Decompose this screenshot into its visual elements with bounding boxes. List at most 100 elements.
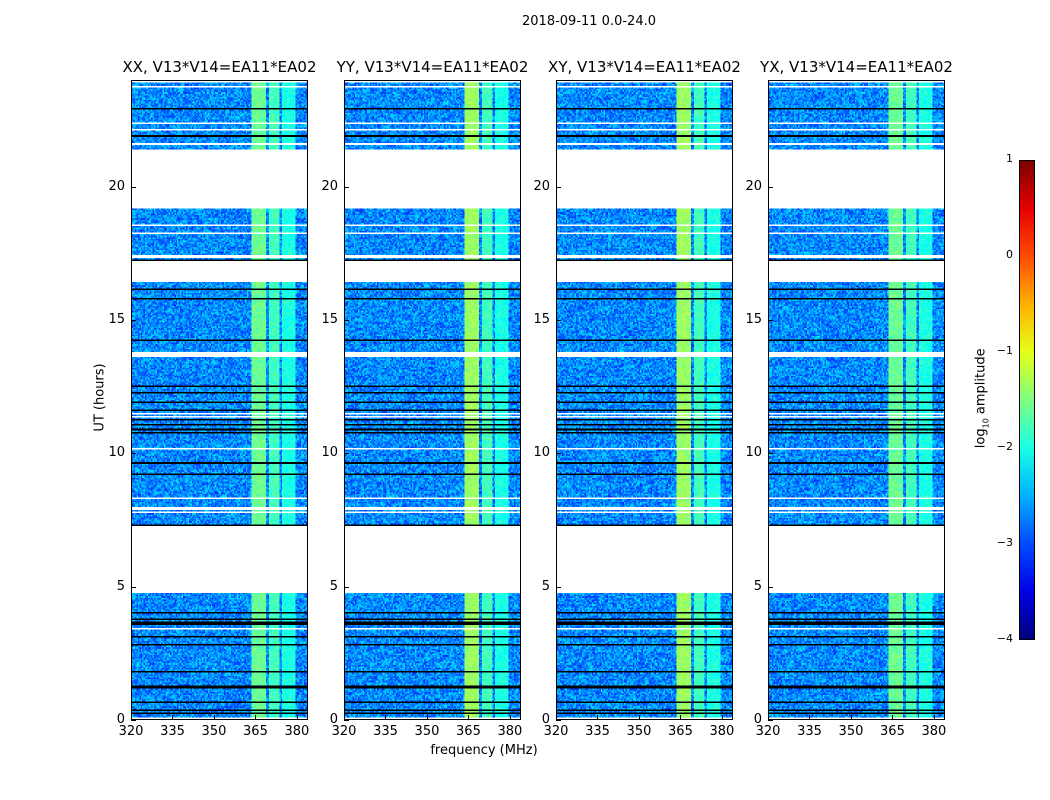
y-tick-label: 5 <box>116 578 125 594</box>
x-tick-mark <box>850 715 852 720</box>
x-tick-label: 320 <box>118 724 144 739</box>
x-tick-label: 350 <box>414 724 440 739</box>
x-tick-mark <box>131 715 132 720</box>
x-tick-mark <box>809 715 811 720</box>
panel-title: XY, V13*V14=EA11*EA02 <box>548 58 741 76</box>
y-tick-mark <box>131 186 136 188</box>
y-tick-mark <box>344 453 349 455</box>
x-tick-label: 320 <box>755 724 781 739</box>
y-tick-label: 20 <box>533 178 550 194</box>
y-tick-label: 5 <box>753 578 762 594</box>
x-tick-label: 335 <box>797 724 822 739</box>
y-tick-mark <box>556 186 561 188</box>
panel-title: YX, V13*V14=EA11*EA02 <box>760 58 953 76</box>
x-tick-mark <box>556 715 557 720</box>
x-tick-label: 350 <box>626 724 652 739</box>
x-tick-mark <box>597 715 599 720</box>
x-tick-mark <box>344 715 345 720</box>
y-tick-label: 0 <box>329 712 338 727</box>
heatmap-image <box>557 81 732 719</box>
x-tick-label: 380 <box>284 724 310 739</box>
colorbar-tick-label: −4 <box>996 632 1013 645</box>
y-tick-label: 10 <box>533 445 550 461</box>
y-tick-mark <box>344 586 349 588</box>
y-tick-label: 15 <box>108 312 125 327</box>
x-tick-label: 335 <box>373 724 398 739</box>
y-tick-mark <box>131 720 136 721</box>
y-tick-mark <box>556 586 561 588</box>
x-tick-label: 335 <box>160 724 185 739</box>
heatmap-image <box>132 81 307 719</box>
y-tick-mark <box>344 720 349 721</box>
x-tick-mark <box>296 715 298 720</box>
colorbar-tick-label: 0 <box>1006 248 1013 261</box>
x-tick-label: 380 <box>921 724 947 739</box>
x-tick-mark <box>638 715 640 720</box>
x-tick-label: 350 <box>201 724 227 739</box>
x-tick-mark <box>933 715 935 720</box>
x-tick-label: 365 <box>243 724 268 739</box>
colorbar <box>1019 160 1035 640</box>
x-tick-mark <box>426 715 428 720</box>
y-tick-mark <box>131 586 136 588</box>
x-tick-mark <box>385 715 387 720</box>
y-tick-mark <box>556 720 561 721</box>
x-tick-mark <box>255 715 257 720</box>
y-tick-label: 20 <box>108 178 125 194</box>
x-tick-label: 335 <box>585 724 610 739</box>
y-tick-mark <box>768 186 773 188</box>
x-tick-mark <box>892 715 894 720</box>
y-tick-mark <box>556 320 561 321</box>
y-tick-label: 15 <box>321 312 338 327</box>
heatmap-image <box>769 81 944 719</box>
x-tick-label: 320 <box>543 724 569 739</box>
colorbar-tick-label: 1 <box>1006 152 1013 165</box>
x-tick-label: 365 <box>880 724 905 739</box>
y-tick-mark <box>556 453 561 455</box>
x-tick-label: 365 <box>456 724 481 739</box>
figure-title: 2018-09-11 0.0-24.0 <box>522 14 656 29</box>
y-tick-mark <box>344 186 349 188</box>
y-tick-mark <box>768 453 773 455</box>
y-tick-label: 0 <box>116 712 125 727</box>
panel-title: XX, V13*V14=EA11*EA02 <box>122 58 317 76</box>
y-tick-label: 0 <box>753 712 762 727</box>
y-tick-label: 10 <box>745 445 762 461</box>
x-tick-mark <box>721 715 723 720</box>
y-axis-label: UT (hours) <box>92 363 108 432</box>
y-tick-label: 10 <box>108 445 125 461</box>
x-tick-mark <box>213 715 215 720</box>
x-tick-mark <box>680 715 682 720</box>
x-tick-label: 380 <box>497 724 523 739</box>
y-tick-label: 15 <box>533 312 550 327</box>
y-tick-mark <box>768 586 773 588</box>
y-tick-mark <box>131 320 136 321</box>
y-tick-label: 20 <box>745 178 762 194</box>
heatmap-panel <box>131 80 308 720</box>
x-axis-label: frequency (MHz) <box>430 743 538 758</box>
colorbar-tick-label: −1 <box>996 344 1013 357</box>
heatmap-panel <box>556 80 733 720</box>
y-tick-mark <box>344 320 349 321</box>
y-tick-label: 5 <box>541 578 550 594</box>
x-tick-mark <box>509 715 511 720</box>
y-tick-mark <box>768 320 773 321</box>
panel-title: YY, V13*V14=EA11*EA02 <box>336 58 529 76</box>
x-tick-mark <box>468 715 470 720</box>
y-tick-label: 20 <box>321 178 338 194</box>
colorbar-tick-label: −2 <box>996 440 1013 453</box>
y-tick-mark <box>768 720 773 721</box>
x-tick-label: 380 <box>709 724 735 739</box>
y-tick-mark <box>131 453 136 455</box>
x-tick-label: 365 <box>668 724 693 739</box>
x-tick-mark <box>768 715 769 720</box>
y-tick-label: 10 <box>321 445 338 461</box>
heatmap-panel <box>344 80 521 720</box>
colorbar-tick-label: −3 <box>996 536 1013 549</box>
x-tick-label: 320 <box>331 724 357 739</box>
y-tick-label: 0 <box>541 712 550 727</box>
x-tick-label: 350 <box>838 724 864 739</box>
y-tick-label: 5 <box>329 578 338 594</box>
heatmap-image <box>345 81 520 719</box>
